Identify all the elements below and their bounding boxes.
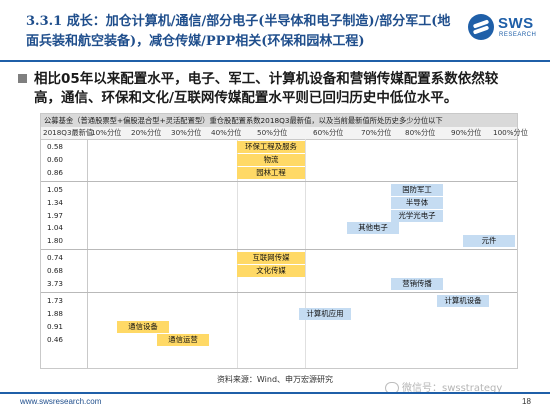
coefficient-value: 0.60 — [47, 154, 64, 164]
table-row: 1.34 半导体 — [41, 196, 517, 209]
column-header: 80%分位 — [405, 128, 436, 137]
industry-label: 通信运营 — [157, 333, 209, 346]
table-row: 1.04 其他电子 — [41, 222, 517, 235]
page-number: 18 — [522, 397, 531, 406]
industry-label: 文化传媒 — [237, 265, 305, 278]
coefficient-value: 0.74 — [47, 253, 64, 263]
coefficient-value: 0.86 — [47, 167, 64, 177]
coefficient-value: 1.73 — [47, 295, 64, 305]
table-row: 0.58 环保工程及服务 — [41, 141, 517, 153]
table-row: 1.88 计算机应用 — [41, 307, 517, 320]
coefficient-value: 1.05 — [47, 184, 64, 194]
section-number: 3.3.1 — [26, 14, 63, 29]
table-caption: 公募基金（普通股票型+偏股混合型+灵活配置型）重仓股配置系数2018Q3最新值，… — [41, 114, 517, 127]
table-row: 3.73 营销传播 — [41, 278, 517, 290]
industry-label: 国防军工 — [391, 183, 443, 196]
footer-divider — [0, 392, 550, 394]
column-header: 60%分位 — [313, 128, 344, 137]
source-note: 资料来源：Wind、申万宏源研究 — [216, 375, 334, 384]
industry-label: 计算机设备 — [437, 294, 489, 307]
table-row: 0.86 园林工程 — [41, 166, 517, 179]
group-divider — [41, 249, 517, 251]
industry-label: 营销传播 — [391, 278, 443, 290]
coefficient-value: 3.73 — [47, 279, 64, 288]
page-title: 3.3.1 成长：加仓计算机/通信/部分电子(半导体和电子制造)/部分军工(地面… — [26, 12, 456, 52]
table-row: 0.74 互联网传媒 — [41, 252, 517, 265]
table-header: 2018Q3最新值 10%分位 20%分位 30%分位 40%分位 50%分位 60%分位 7… — [41, 127, 528, 140]
industry-label: 物流 — [237, 153, 305, 166]
column-header: 40%分位 — [211, 128, 242, 137]
table-row: 1.05 国防军工 — [41, 183, 517, 196]
industry-label: 园林工程 — [237, 166, 305, 179]
group-divider — [41, 291, 517, 293]
sws-logo-icon — [468, 14, 494, 40]
table-row: 0.46 通信运营 — [41, 333, 517, 346]
industry-label: 其他电子 — [347, 222, 399, 235]
column-header: 100%分位 — [493, 128, 528, 137]
coefficient-value: 0.58 — [47, 142, 64, 151]
value-column-divider — [87, 139, 88, 368]
coefficient-value: 0.91 — [47, 321, 64, 331]
wechat-text: 微信号：swsstrategy — [402, 383, 503, 394]
coefficient-value: 0.68 — [47, 266, 64, 276]
group-divider — [41, 180, 517, 182]
header-band: 3.3.1 成长：加仓计算机/通信/部分电子(半导体和电子制造)/部分军工(地面… — [0, 0, 550, 62]
header-divider — [0, 60, 550, 62]
sws-logo: SWS RESEARCH — [468, 14, 540, 44]
section-title: 成长：加仓计算机/通信/部分电子(半导体和电子制造)/部分军工(地面兵装和航空装… — [26, 14, 451, 49]
industry-label: 元件 — [463, 235, 515, 248]
logo-subtext: RESEARCH — [499, 32, 537, 38]
allocation-table: 公募基金（普通股票型+偏股混合型+灵活配置型）重仓股配置系数2018Q3最新值，… — [40, 113, 528, 369]
coefficient-value: 1.88 — [47, 308, 64, 318]
table-row: 0.60 物流 — [41, 153, 517, 166]
table-row: 1.80 元件 — [41, 235, 517, 248]
bullet-text: 相比05年以来配置水平，电子、军工、计算机设备和营销传媒配置系数依然较高，通信、… — [34, 71, 499, 106]
column-header: 90%分位 — [451, 128, 482, 137]
bullet-point: 相比05年以来配置水平，电子、军工、计算机设备和营销传媒配置系数依然较高，通信、… — [18, 70, 524, 108]
coefficient-value: 1.04 — [47, 223, 64, 233]
bullet-square-icon — [18, 74, 27, 83]
coefficient-value: 1.34 — [47, 197, 64, 207]
table-row: 1.97 光学光电子 — [41, 209, 517, 222]
grid-line — [305, 139, 306, 368]
column-header: 50%分位 — [257, 128, 288, 137]
industry-label: 计算机应用 — [299, 307, 351, 320]
column-header: 20%分位 — [131, 128, 162, 137]
column-header: 10%分位 — [91, 128, 122, 137]
industry-label: 互联网传媒 — [237, 252, 305, 265]
coefficient-value: 0.46 — [47, 334, 64, 344]
coefficient-value: 1.97 — [47, 210, 64, 220]
column-header: 70%分位 — [361, 128, 392, 137]
table-row: 0.68 文化传媒 — [41, 265, 517, 278]
table-row: 0.91 通信设备 — [41, 320, 517, 333]
logo-text: SWS — [498, 15, 534, 32]
table-row: 1.73 计算机设备 — [41, 294, 517, 307]
industry-label: 通信设备 — [117, 320, 169, 333]
industry-label: 环保工程及服务 — [237, 141, 305, 153]
column-header: 2018Q3最新值 — [43, 128, 94, 137]
industry-label: 光学光电子 — [391, 209, 443, 222]
industry-label: 半导体 — [391, 196, 443, 209]
footer-url[interactable]: www.swsresearch.com — [20, 397, 102, 406]
column-header: 30%分位 — [171, 128, 202, 137]
coefficient-value: 1.80 — [47, 236, 64, 246]
